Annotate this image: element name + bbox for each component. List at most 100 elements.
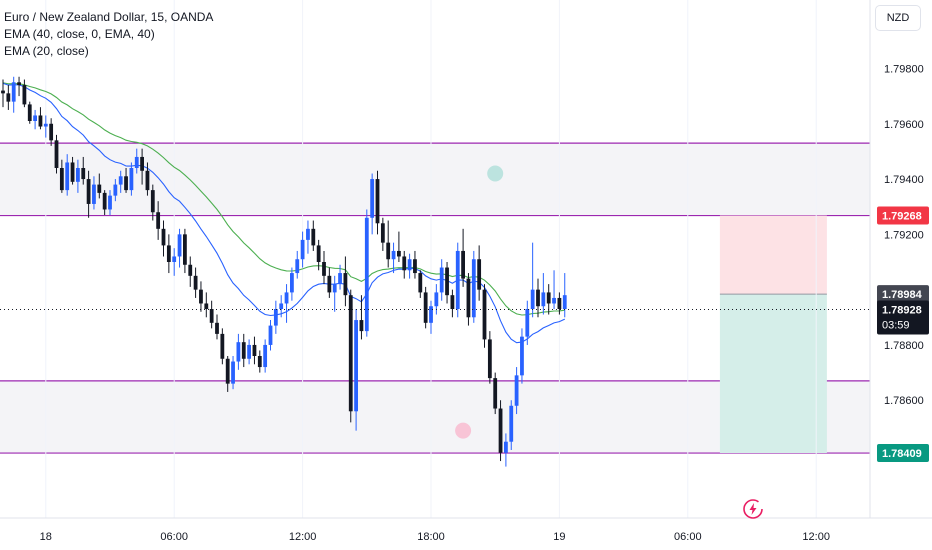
candle-body <box>199 289 203 304</box>
candle-79 <box>423 286 428 329</box>
candle-101 <box>541 273 546 315</box>
candle-18 <box>97 173 102 199</box>
candle-body <box>466 278 471 318</box>
candle-body <box>482 289 487 340</box>
candle-11 <box>59 159 64 193</box>
candle-body <box>295 259 300 274</box>
candle-body <box>364 217 369 332</box>
candle-body <box>193 275 198 290</box>
candle-12 <box>65 154 70 196</box>
current-price-label-bg <box>877 300 929 335</box>
candle-body <box>27 104 32 121</box>
candle-28 <box>150 184 155 221</box>
candle-31 <box>166 234 171 274</box>
ema-20-line <box>2 82 566 344</box>
candle-body <box>546 292 551 304</box>
candle-26 <box>140 148 144 185</box>
candle-9 <box>49 118 54 146</box>
flash-icon[interactable] <box>742 498 764 520</box>
time-tick-label: 06:00 <box>160 531 188 543</box>
candle-body <box>348 295 353 412</box>
candle-body <box>129 168 134 191</box>
candle-body <box>316 245 321 262</box>
candle-body <box>86 179 91 204</box>
candle-body <box>209 309 214 323</box>
candle-body <box>290 273 294 293</box>
entry-price-label: 1.78984 <box>877 285 929 304</box>
candle-body <box>166 245 171 262</box>
target-price-label-text: 1.78409 <box>882 448 922 460</box>
candle-body <box>204 303 209 309</box>
candle-7 <box>38 107 43 130</box>
candle-body <box>445 267 449 296</box>
candle-body <box>161 228 166 246</box>
candle-body <box>525 309 530 337</box>
candle-74 <box>397 231 401 262</box>
candle-61 <box>327 267 332 298</box>
current-price-label: 1.78928 03:59 <box>877 300 929 335</box>
candle-body <box>332 284 337 293</box>
candle-body <box>263 344 268 368</box>
time-axis[interactable]: 18 06:00 12:00 18:00 19 06:00 12:00 <box>40 531 830 543</box>
candle-24 <box>129 162 134 196</box>
candle-47 <box>252 336 257 365</box>
currency-button[interactable]: NZD <box>875 5 921 31</box>
candle-78 <box>418 270 423 298</box>
candle-22 <box>118 170 123 193</box>
candle-103 <box>552 270 556 309</box>
candle-95 <box>509 400 514 450</box>
price-axis[interactable]: 1.79800 1.79600 1.79400 1.79200 1.78800 1.786… <box>884 63 924 407</box>
target-price-label-bg <box>877 444 929 463</box>
candle-39 <box>209 300 214 329</box>
candle-104 <box>557 292 562 315</box>
candle-body <box>118 176 123 185</box>
candle-93 <box>498 400 503 462</box>
candle-body <box>338 273 342 285</box>
candle-body <box>172 256 177 262</box>
candle-13 <box>70 156 75 185</box>
stop-price-label-bg <box>877 206 929 225</box>
candle-62 <box>332 275 337 312</box>
ema-layer <box>2 82 566 344</box>
candle-body <box>375 179 380 224</box>
chart-legend: Euro / New Zealand Dollar, 15, OANDA EMA… <box>4 9 213 60</box>
candle-56 <box>300 231 305 268</box>
candles-layer <box>1 76 567 467</box>
price-tick-label: 1.78600 <box>884 395 924 407</box>
target-price-label: 1.78409 <box>877 444 929 463</box>
candle-body <box>407 259 412 271</box>
candle-92 <box>493 372 498 415</box>
candle-2 <box>11 76 16 113</box>
candle-body <box>300 239 305 260</box>
candle-body <box>359 320 364 332</box>
candle-4 <box>22 79 27 108</box>
candle-32 <box>172 248 177 276</box>
ema-40-legend[interactable]: EMA (40, close, 0, EMA, 40) <box>4 27 155 41</box>
symbol-title[interactable]: Euro / New Zealand Dollar, 15, OANDA <box>4 10 214 24</box>
candle-body <box>450 295 455 309</box>
candle-43 <box>231 356 235 390</box>
candle-body <box>418 273 423 293</box>
candle-48 <box>257 350 262 373</box>
candle-body <box>461 250 465 279</box>
countdown-text: 03:59 <box>882 320 910 332</box>
candle-body <box>54 140 59 168</box>
candle-body <box>536 289 540 307</box>
candle-body <box>477 259 482 290</box>
candle-body <box>557 297 562 309</box>
candle-85 <box>455 242 460 318</box>
candle-body <box>17 82 21 86</box>
candle-body <box>134 156 139 168</box>
candle-body <box>343 273 348 296</box>
candle-44 <box>236 333 241 370</box>
candle-body <box>423 292 428 323</box>
candle-10 <box>54 134 59 174</box>
candle-body <box>429 306 433 323</box>
candle-19 <box>102 190 107 215</box>
candle-34 <box>183 228 187 274</box>
candle-97 <box>520 328 524 384</box>
candle-98 <box>525 300 530 345</box>
ema-20-legend[interactable]: EMA (20, close) <box>4 44 89 58</box>
candle-body <box>247 344 251 359</box>
